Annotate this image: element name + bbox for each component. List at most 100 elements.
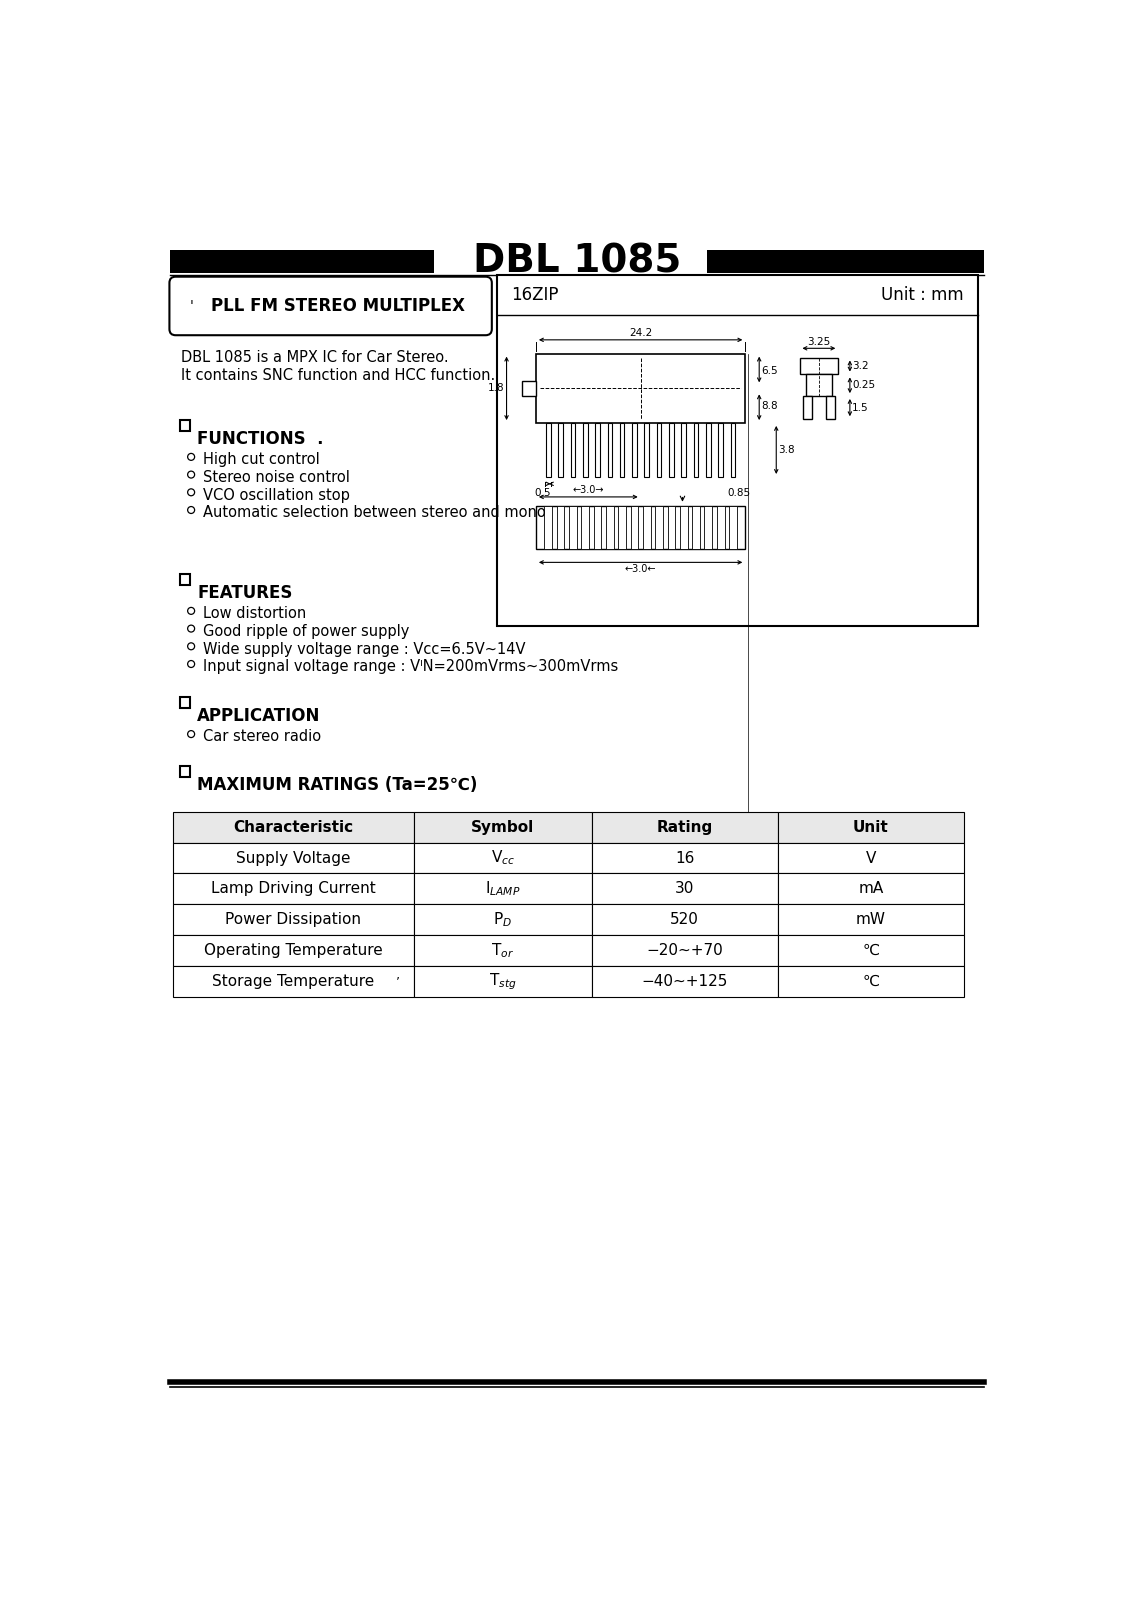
Text: mA: mA xyxy=(858,882,884,896)
Circle shape xyxy=(188,490,195,496)
Bar xyxy=(498,275,977,626)
Bar xyxy=(571,422,575,477)
Bar xyxy=(681,422,686,477)
Text: ←3.0←: ←3.0← xyxy=(625,563,656,574)
Text: Input signal voltage range : VᴵN=200mVrms~300mVrms: Input signal voltage range : VᴵN=200mVrm… xyxy=(203,659,618,674)
Bar xyxy=(669,422,673,477)
Bar xyxy=(655,506,663,549)
Circle shape xyxy=(188,643,195,650)
Bar xyxy=(556,506,564,549)
Text: V: V xyxy=(866,851,876,866)
Bar xyxy=(729,506,736,549)
Bar xyxy=(606,506,614,549)
Text: Characteristic: Characteristic xyxy=(233,819,354,835)
Bar xyxy=(608,422,613,477)
Bar xyxy=(173,966,413,997)
Text: Operating Temperature: Operating Temperature xyxy=(204,942,383,958)
Text: 520: 520 xyxy=(670,912,699,926)
Text: 0.5: 0.5 xyxy=(534,488,551,499)
Bar xyxy=(593,506,601,549)
Bar xyxy=(179,574,190,584)
Circle shape xyxy=(634,382,646,395)
Text: 6.5: 6.5 xyxy=(761,366,778,376)
Bar xyxy=(618,506,626,549)
Text: PLL FM STEREO MULTIPLEX: PLL FM STEREO MULTIPLEX xyxy=(212,298,465,315)
Bar xyxy=(170,250,434,274)
Text: V$_{cc}$: V$_{cc}$ xyxy=(491,848,515,867)
Text: MAXIMUM RATINGS (Ta=25℃): MAXIMUM RATINGS (Ta=25℃) xyxy=(197,776,477,795)
Bar xyxy=(592,966,778,997)
Text: Power Dissipation: Power Dissipation xyxy=(225,912,361,926)
Bar xyxy=(631,506,638,549)
Bar xyxy=(545,506,552,549)
Bar xyxy=(536,354,745,422)
Bar xyxy=(173,934,413,966)
Text: FUNCTIONS  .: FUNCTIONS . xyxy=(197,430,324,448)
Text: ℃: ℃ xyxy=(863,942,879,958)
Bar xyxy=(778,811,964,843)
Text: −20∼+70: −20∼+70 xyxy=(646,942,723,958)
Bar xyxy=(680,506,688,549)
Bar xyxy=(413,904,592,934)
Text: 1.8: 1.8 xyxy=(488,384,504,394)
Text: DBL 1085: DBL 1085 xyxy=(473,242,681,280)
Bar xyxy=(179,698,190,707)
Bar xyxy=(717,506,724,549)
Text: 30: 30 xyxy=(676,882,695,896)
Text: 3.2: 3.2 xyxy=(852,362,869,371)
Text: Stereo noise control: Stereo noise control xyxy=(203,470,350,485)
Text: Lamp Driving Current: Lamp Driving Current xyxy=(211,882,376,896)
Bar xyxy=(413,934,592,966)
FancyBboxPatch shape xyxy=(169,277,492,336)
Text: 0.25: 0.25 xyxy=(852,381,875,390)
Text: Low distortion: Low distortion xyxy=(203,606,306,621)
Bar xyxy=(592,843,778,874)
Bar xyxy=(179,419,190,430)
Bar xyxy=(694,422,698,477)
Text: Car stereo radio: Car stereo radio xyxy=(203,730,321,744)
Bar xyxy=(179,766,190,778)
Bar xyxy=(706,250,984,274)
Text: Storage Temperature: Storage Temperature xyxy=(213,974,375,989)
Bar xyxy=(522,381,536,397)
Bar xyxy=(546,422,551,477)
Text: Rating: Rating xyxy=(656,819,713,835)
Text: 1.5: 1.5 xyxy=(852,403,869,413)
Bar xyxy=(668,506,676,549)
Bar xyxy=(656,422,661,477)
Text: ': ' xyxy=(189,299,194,314)
Text: 8.8: 8.8 xyxy=(761,400,778,411)
Bar xyxy=(643,506,651,549)
Bar xyxy=(632,422,637,477)
Text: mW: mW xyxy=(856,912,886,926)
Bar xyxy=(596,422,600,477)
Bar xyxy=(583,422,588,477)
Bar xyxy=(692,506,700,549)
Text: 3.25: 3.25 xyxy=(807,336,831,347)
Bar xyxy=(778,843,964,874)
Bar xyxy=(173,874,413,904)
Circle shape xyxy=(188,626,195,632)
Text: VCO oscillation stop: VCO oscillation stop xyxy=(203,488,350,502)
Text: T$_{or}$: T$_{or}$ xyxy=(491,941,515,960)
Bar xyxy=(413,843,592,874)
Text: I$_{LAMP}$: I$_{LAMP}$ xyxy=(485,880,520,898)
Text: FEATURES: FEATURES xyxy=(197,584,293,602)
Bar xyxy=(592,904,778,934)
Bar xyxy=(706,422,711,477)
Circle shape xyxy=(188,470,195,478)
Bar xyxy=(413,874,592,904)
Bar xyxy=(558,422,563,477)
Bar xyxy=(705,506,713,549)
Bar xyxy=(581,506,589,549)
Bar xyxy=(413,811,592,843)
Bar xyxy=(173,811,413,843)
Bar xyxy=(413,966,592,997)
Bar xyxy=(173,843,413,874)
Circle shape xyxy=(188,608,195,614)
Bar xyxy=(778,934,964,966)
Text: ’: ’ xyxy=(396,974,400,987)
Bar xyxy=(718,422,723,477)
Bar xyxy=(825,397,835,419)
Bar xyxy=(778,904,964,934)
